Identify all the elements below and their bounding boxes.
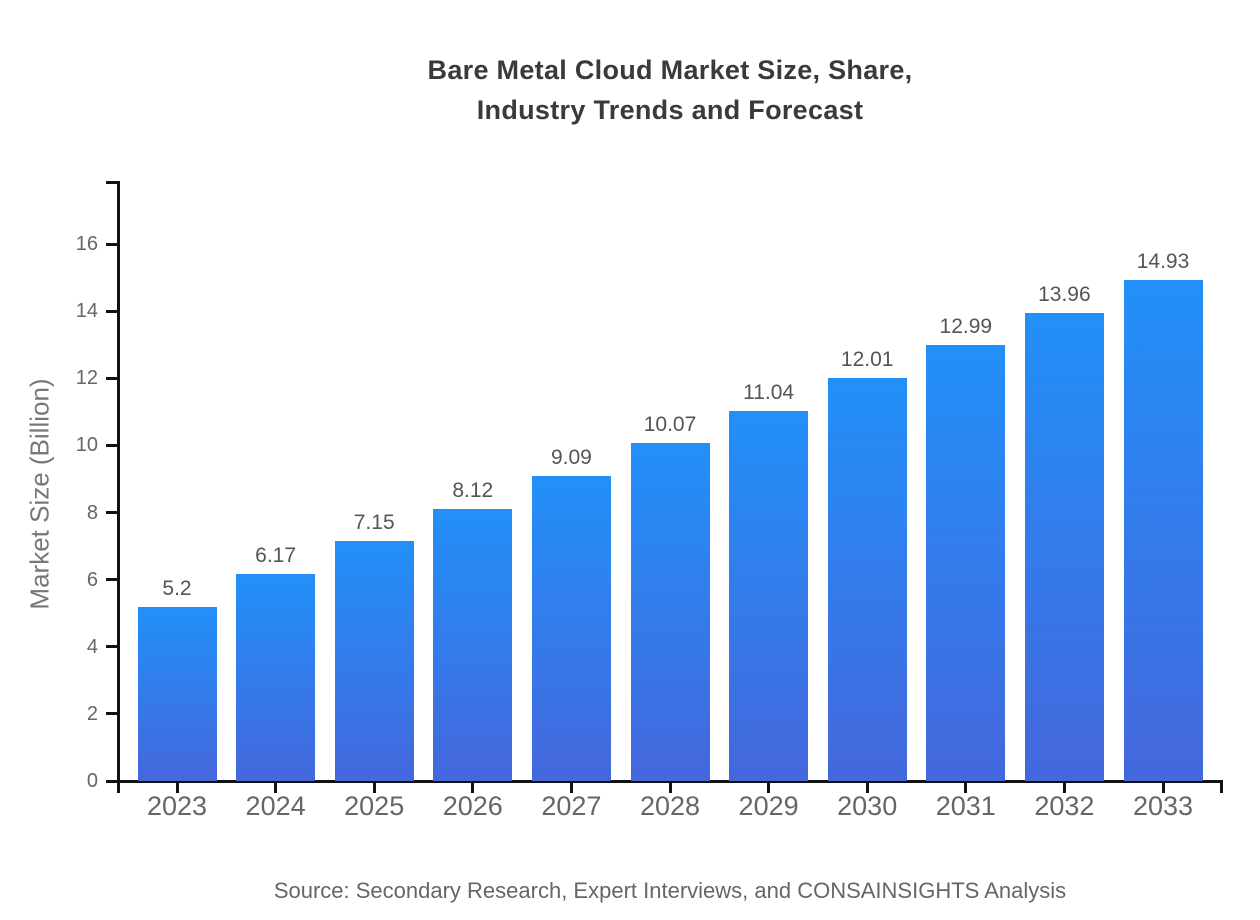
x-axis-end-tick [1219,781,1223,793]
y-tick [106,309,118,313]
x-tick [274,781,278,793]
bar-2026 [433,508,513,781]
y-tick-label: 4 [86,635,98,658]
y-tick-label: 6 [86,568,98,591]
y-tick [106,779,118,783]
bar-2029 [729,410,809,781]
bar-2028 [630,443,710,781]
x-tick [175,781,179,793]
x-tick [964,781,968,793]
y-tick-label: 0 [86,770,98,792]
bar-value-label: 9.09 [550,445,592,469]
source-note: Source: Secondary Research, Expert Inter… [273,878,1067,903]
x-tick [668,781,672,793]
bar-value-label: 8.12 [452,478,494,502]
bar-value-label: 12.01 [840,347,894,371]
bar-2024 [236,573,316,781]
bar-2030 [827,377,907,781]
bar-2025 [334,541,414,781]
y-tick-label: 16 [75,233,98,256]
x-tick-label: 2025 [344,791,405,821]
bar-value-label: 10.07 [643,413,697,437]
bar-2027 [531,475,611,781]
y-tick-label: 2 [86,702,98,725]
x-tick-label: 2024 [245,791,306,821]
bar-value-label: 14.93 [1136,249,1190,273]
chart-title: Bare Metal Cloud Market Size, Share, Ind… [427,55,913,125]
x-tick-label: 2030 [837,791,898,821]
x-tick-label: 2027 [541,791,602,821]
bar-value-label: 5.2 [162,576,192,600]
y-tick [106,443,118,447]
bar-value-label: 11.04 [743,380,795,404]
y-tick [106,242,118,246]
y-tick-label: 10 [75,434,98,457]
y-axis-line [116,181,120,793]
bar-value-label: 7.15 [353,511,395,535]
x-tick-label: 2031 [935,791,996,821]
y-tick-label: 8 [86,501,98,524]
y-tick-label: 14 [75,300,98,323]
bar-2032 [1024,312,1104,781]
bar-value-label: 13.96 [1038,282,1091,306]
y-tick [106,578,118,582]
x-tick [1161,781,1165,793]
x-tick [767,781,771,793]
x-tick [865,781,869,793]
x-tick [471,781,475,793]
y-axis-end-tick [106,181,118,184]
bar-2023 [137,606,217,781]
y-tick [106,645,118,649]
bar-2031 [926,345,1006,781]
x-tick-label: 2026 [442,791,503,821]
x-tick [569,781,573,793]
x-tick-label: 2032 [1034,791,1095,821]
x-tick-label: 2028 [639,791,701,821]
x-tick [372,781,376,793]
y-tick [106,511,118,515]
x-tick-label: 2029 [738,791,799,821]
y-tick-label: 12 [75,367,98,390]
x-tick-label: 2023 [146,791,208,821]
bar-value-label: 12.99 [939,315,993,339]
y-tick [106,712,118,716]
x-tick-label: 2033 [1132,791,1194,821]
y-tick [106,376,118,380]
bar-value-label: 6.17 [255,543,297,567]
bar-2033 [1123,279,1203,781]
x-tick [1062,781,1066,793]
